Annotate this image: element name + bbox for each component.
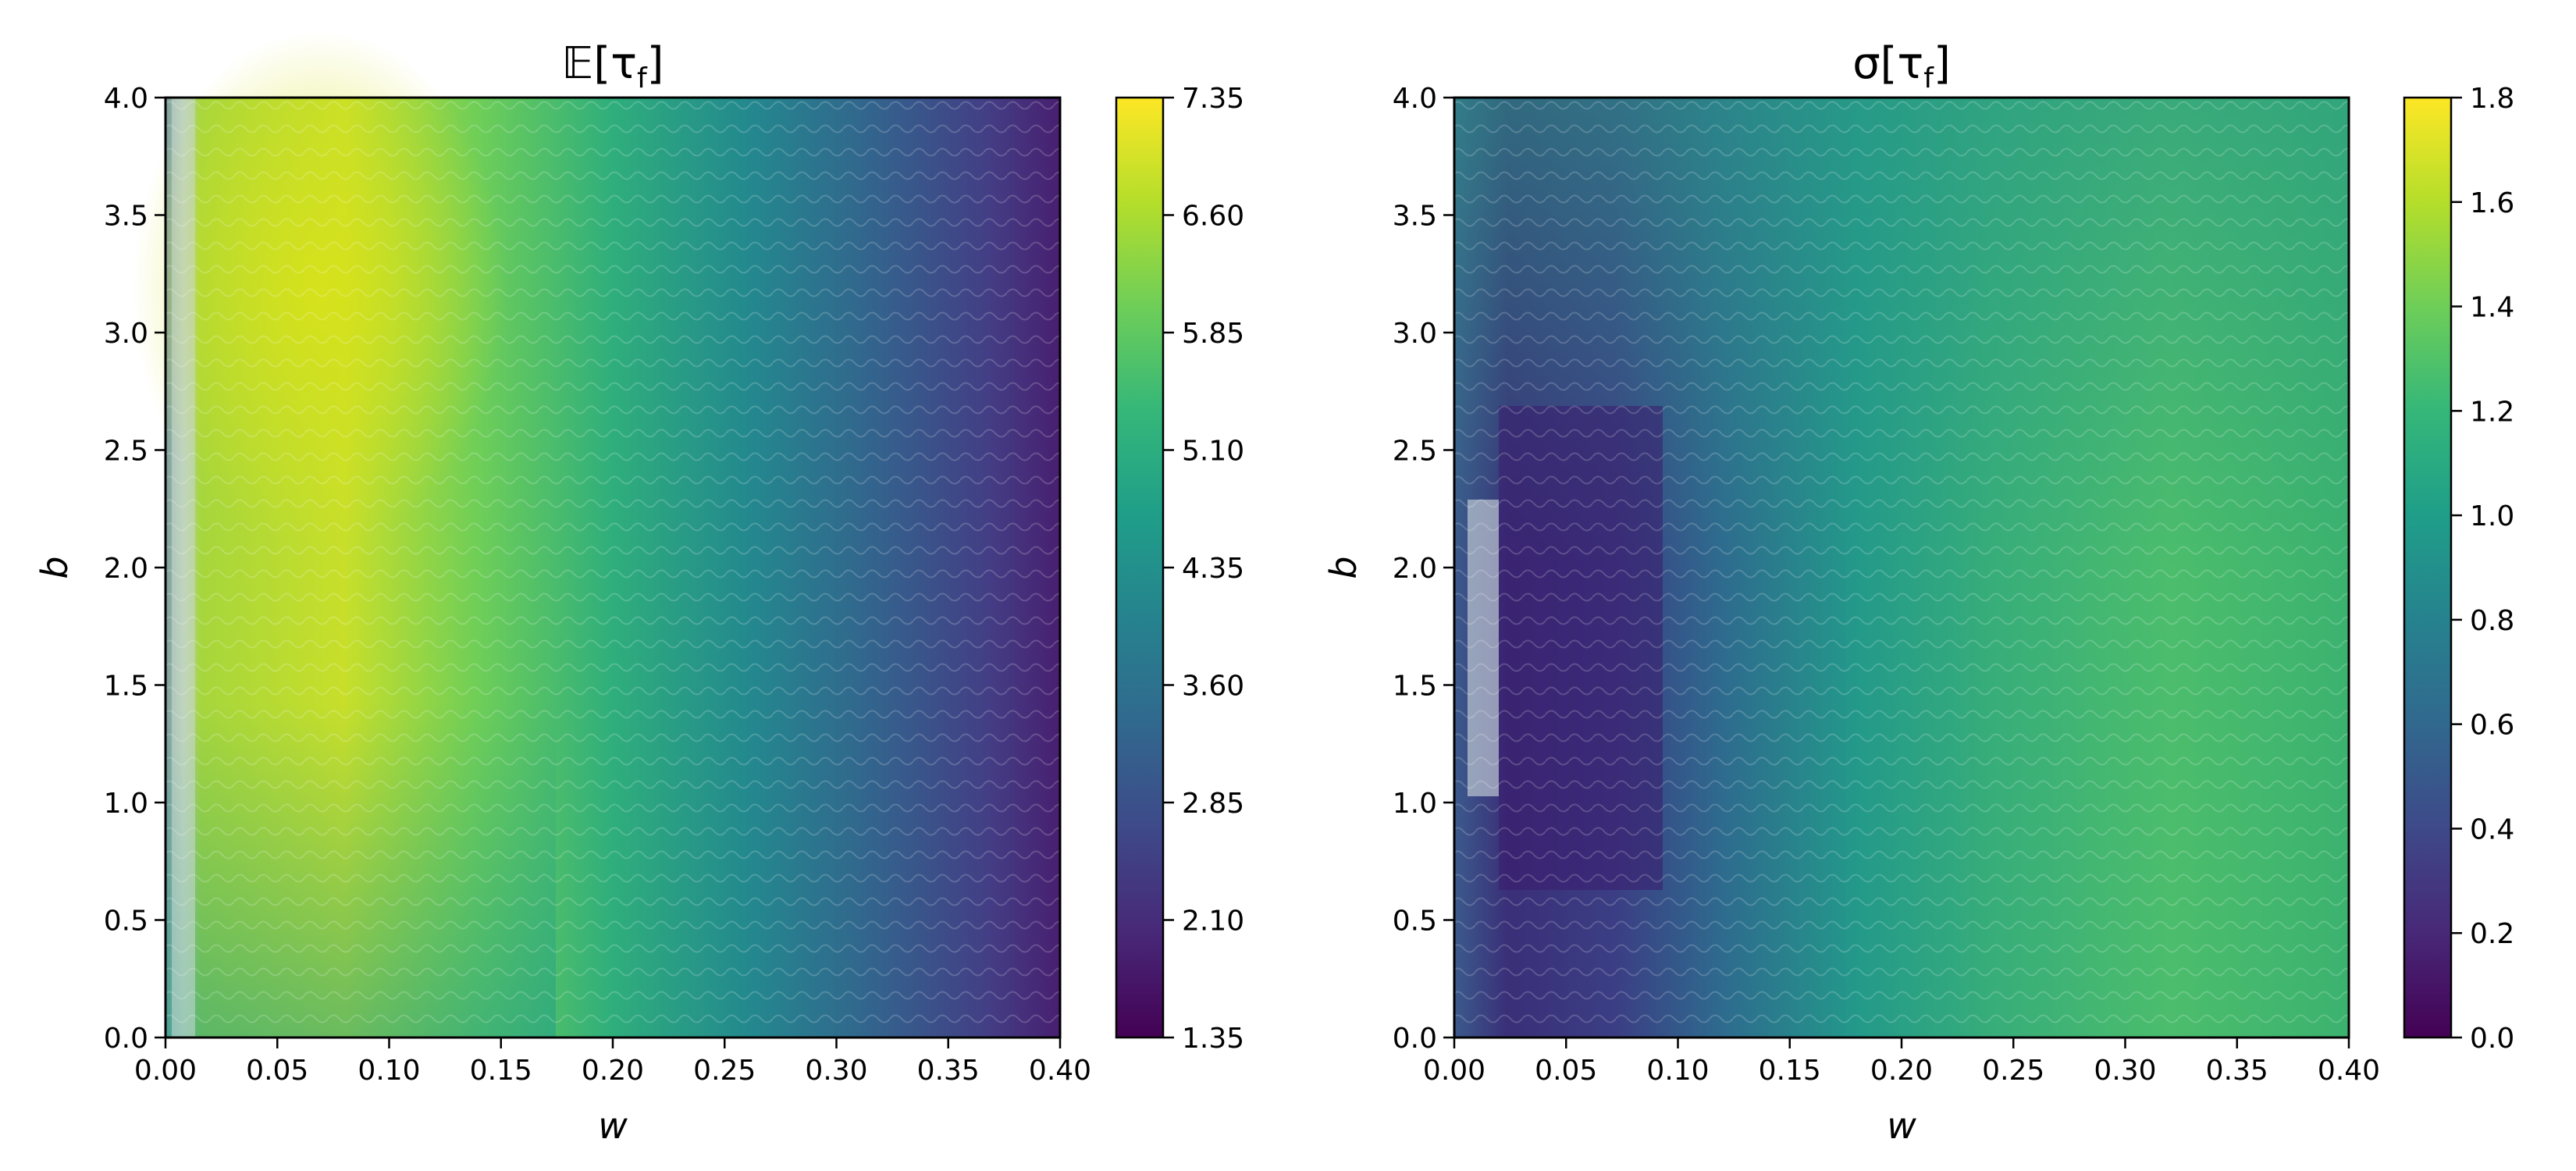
left-heatmap	[133, 31, 1060, 1038]
right-x-tick-label: 0.15	[1759, 1055, 1821, 1087]
right-colorbar-tick-label: 0.6	[2470, 710, 2514, 742]
left-colorbar-tick-label: 2.85	[1182, 788, 1244, 820]
left-y-tick-label: 2.0	[104, 553, 148, 585]
left-y-tick-label: 1.5	[104, 671, 148, 703]
left-y-tick-label: 1.0	[104, 788, 148, 820]
right-colorbar	[2403, 96, 2453, 1039]
left-heatmap-contours	[165, 98, 1060, 1038]
right-colorbar-ticks: 0.0 0.2 0.4 0.6 0.8 1.0 1.2 1.4 1.6 1.8	[2451, 83, 2514, 1055]
right-y-axis-label: b	[1322, 556, 1364, 578]
left-x-tick-label: 0.00	[134, 1055, 197, 1087]
right-x-tick-label: 0.30	[2094, 1055, 2156, 1087]
right-y-tick-label: 4.0	[1393, 83, 1437, 115]
right-colorbar-tick-label: 1.0	[2470, 500, 2514, 532]
left-colorbar-tick-label: 5.10	[1182, 436, 1244, 468]
left-colorbar-tick-label: 5.85	[1182, 318, 1244, 350]
left-panel: 𝔼[τf] 0.00 0.05 0.10 0.15 0.20 0.25 0.30 0.35 0.…	[34, 31, 1244, 1147]
right-y-tick-label: 0.0	[1393, 1023, 1437, 1055]
right-y-tick-label: 2.0	[1393, 553, 1437, 585]
left-x-tick-label: 0.30	[805, 1055, 867, 1087]
left-y-axis-label: b	[34, 556, 76, 578]
left-colorbar-tick-label: 6.60	[1182, 201, 1244, 233]
left-x-tick-label: 0.15	[470, 1055, 532, 1087]
right-panel: σ[τf] 0.00 0.05 0.10 0.15 0.20 0.25 0.30 0.35 0.…	[1322, 38, 2514, 1147]
right-colorbar-tick-label: 0.4	[2470, 813, 2514, 845]
left-colorbar-ticks: 1.35 2.10 2.85 3.60 4.35 5.10 5.85 6.60 7.35	[1163, 83, 1244, 1055]
left-x-tick-label: 0.25	[693, 1055, 756, 1087]
right-colorbar-tick-label: 0.0	[2470, 1023, 2514, 1055]
left-y-tick-label: 4.0	[104, 83, 148, 115]
right-y-tick-label: 3.0	[1393, 318, 1437, 350]
right-y-tick-label: 0.5	[1393, 906, 1437, 938]
left-x-tick-label: 0.10	[358, 1055, 420, 1087]
right-colorbar-tick-label: 0.2	[2470, 918, 2514, 950]
left-colorbar-tick-label: 4.35	[1182, 553, 1244, 585]
left-x-ticks: 0.00 0.05 0.10 0.15 0.20 0.25 0.30 0.35 0.40	[134, 1038, 1091, 1087]
left-colorbar	[1115, 96, 1165, 1039]
right-x-axis-label: w	[1887, 1105, 1916, 1147]
right-y-tick-label: 1.0	[1393, 788, 1437, 820]
left-x-axis-label: w	[598, 1105, 628, 1147]
right-x-tick-label: 0.25	[1982, 1055, 2044, 1087]
left-title: 𝔼[τf]	[562, 38, 664, 94]
right-y-tick-label: 2.5	[1393, 436, 1437, 468]
left-colorbar-tick-label: 1.35	[1182, 1023, 1244, 1055]
right-x-tick-label: 0.10	[1646, 1055, 1709, 1087]
left-colorbar-tick-label: 7.35	[1182, 83, 1244, 115]
right-x-tick-label: 0.20	[1870, 1055, 1933, 1087]
left-y-tick-label: 3.0	[104, 318, 148, 350]
left-y-tick-label: 2.5	[104, 436, 148, 468]
left-y-tick-label: 3.5	[104, 201, 148, 233]
right-x-tick-label: 0.35	[2206, 1055, 2268, 1087]
right-y-ticks: 0.0 0.5 1.0 1.5 2.0 2.5 3.0 3.5 4.0	[1393, 83, 1454, 1055]
right-title: σ[τf]	[1852, 38, 1951, 94]
right-heatmap	[1454, 98, 2349, 1038]
right-y-tick-label: 3.5	[1393, 201, 1437, 233]
left-colorbar-tick-label: 3.60	[1182, 671, 1244, 703]
right-x-tick-label: 0.00	[1423, 1055, 1485, 1087]
left-colorbar-tick-label: 2.10	[1182, 906, 1244, 938]
right-colorbar-tick-label: 1.6	[2470, 187, 2514, 219]
right-colorbar-tick-label: 0.8	[2470, 605, 2514, 637]
left-x-tick-label: 0.20	[582, 1055, 644, 1087]
right-colorbar-tick-label: 1.4	[2470, 292, 2514, 324]
right-y-tick-label: 1.5	[1393, 671, 1437, 703]
left-x-tick-label: 0.35	[917, 1055, 980, 1087]
right-colorbar-tick-label: 1.8	[2470, 83, 2514, 115]
right-x-ticks: 0.00 0.05 0.10 0.15 0.20 0.25 0.30 0.35 0.40	[1423, 1038, 2380, 1087]
left-y-ticks: 0.0 0.5 1.0 1.5 2.0 2.5 3.0 3.5 4.0	[104, 83, 165, 1055]
right-x-tick-label: 0.05	[1535, 1055, 1597, 1087]
left-y-tick-label: 0.0	[104, 1023, 148, 1055]
left-y-tick-label: 0.5	[104, 906, 148, 938]
left-x-tick-label: 0.05	[246, 1055, 308, 1087]
right-colorbar-tick-label: 1.2	[2470, 396, 2514, 428]
right-x-tick-label: 0.40	[2318, 1055, 2380, 1087]
right-heatmap-contours	[1454, 98, 2349, 1038]
left-x-tick-label: 0.40	[1029, 1055, 1091, 1087]
